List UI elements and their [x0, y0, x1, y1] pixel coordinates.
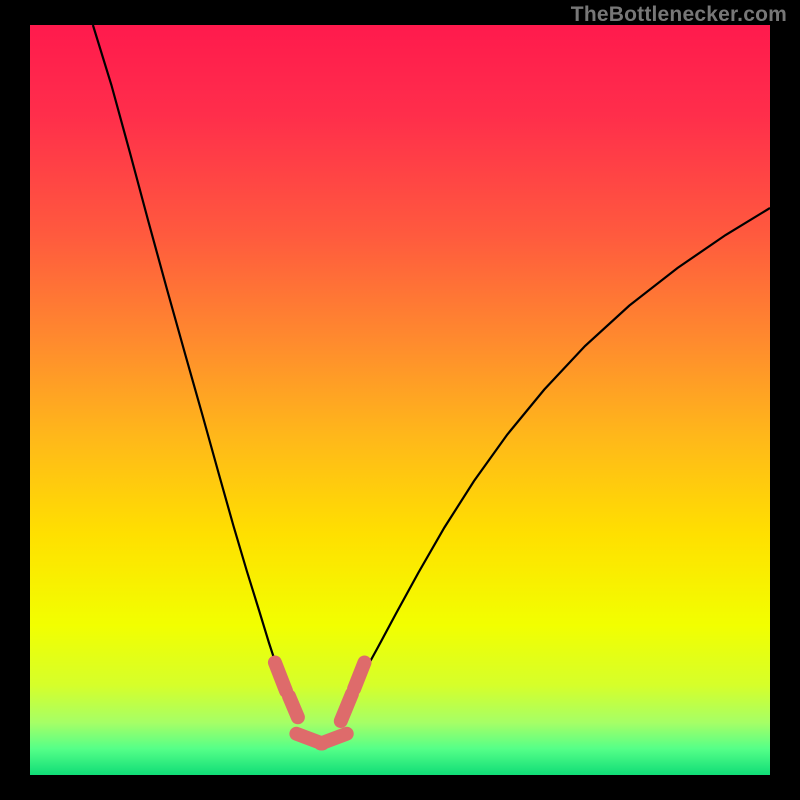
marker-segment: [289, 696, 298, 717]
chart-svg: [0, 0, 800, 800]
plot-gradient-bg: [30, 25, 770, 775]
stage: TheBottlenecker.com: [0, 0, 800, 800]
marker-segment: [354, 663, 364, 689]
marker-segment: [321, 734, 347, 744]
